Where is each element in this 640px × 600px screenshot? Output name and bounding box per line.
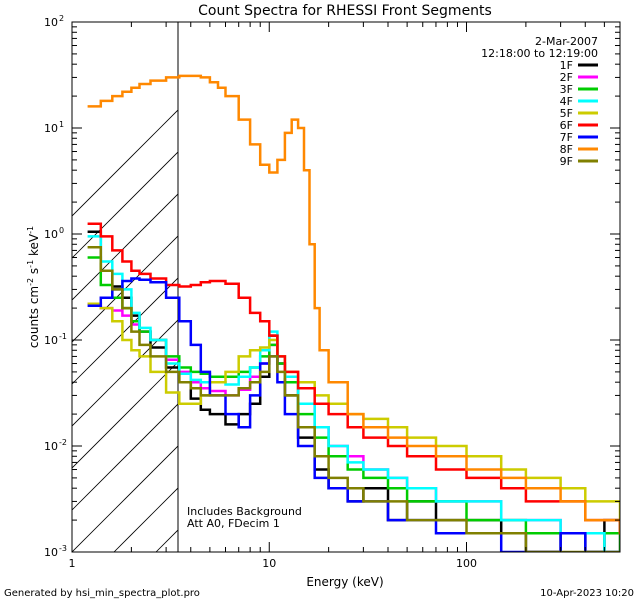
hatch-line	[72, 151, 178, 259]
legend-label-1F: 1F	[560, 59, 573, 72]
annotation-attenuator: Att A0, FDecim 1	[187, 517, 280, 530]
hatch-line	[72, 445, 178, 552]
legend-label-3F: 3F	[560, 83, 573, 96]
hatch-line	[72, 403, 178, 511]
legend-label-4F: 4F	[560, 95, 573, 108]
y-tick-label: 10	[44, 334, 58, 347]
legend-label-5F: 5F	[560, 107, 573, 120]
series-line-8F	[87, 74, 620, 535]
hatch-line	[198, 0, 640, 552]
legend-label-7F: 7F	[560, 131, 573, 144]
hatch-line	[576, 0, 640, 552]
y-tick-label: 10	[44, 228, 58, 241]
plot-frame	[71, 21, 621, 553]
y-tick-exponent: -2	[59, 438, 67, 447]
hatch-line	[618, 0, 640, 552]
hatch-line	[72, 235, 178, 343]
x-axis-label: Energy (keV)	[306, 575, 383, 589]
time-range-label: 12:18:00 to 12:19:00	[481, 47, 598, 60]
footer-generated-by: Generated by hsi_min_spectra_plot.pro	[4, 588, 200, 599]
series-line-4F	[87, 235, 620, 552]
date-label: 2-Mar-2007	[535, 35, 598, 48]
y-tick-exponent: 0	[59, 226, 64, 235]
footer-date: 10-Apr-2023 10:20	[540, 588, 634, 599]
legend-label-2F: 2F	[560, 71, 573, 84]
y-axis-label: counts cm-2 s-1 keV-1	[26, 226, 41, 348]
legend-label-8F: 8F	[560, 143, 573, 156]
y-tick-label: 10	[44, 546, 58, 559]
series-line-9F	[87, 245, 620, 552]
chart-title: Count Spectra for RHESSI Front Segments	[198, 3, 492, 19]
x-tick-label: 1	[69, 557, 76, 570]
y-tick-label: 10	[44, 122, 58, 135]
x-tick-label: 100	[456, 557, 477, 570]
y-tick-label: 10	[44, 440, 58, 453]
hatch-line	[534, 0, 640, 552]
y-tick-exponent: 2	[59, 14, 64, 23]
series-line-3F	[87, 256, 620, 552]
hatch-line	[72, 361, 178, 469]
series-line-7F	[87, 277, 620, 552]
y-tick-exponent: -3	[59, 544, 67, 553]
x-tick-label: 10	[262, 557, 276, 570]
legend-label-6F: 6F	[560, 119, 573, 132]
annotation-background: Includes Background	[187, 505, 302, 518]
series-line-6F	[87, 222, 620, 535]
y-tick-exponent: -1	[59, 332, 67, 341]
y-tick-label: 10	[44, 16, 58, 29]
legend-label-9F: 9F	[560, 155, 573, 168]
hatch-line	[72, 277, 178, 385]
y-tick-exponent: 1	[59, 120, 64, 129]
